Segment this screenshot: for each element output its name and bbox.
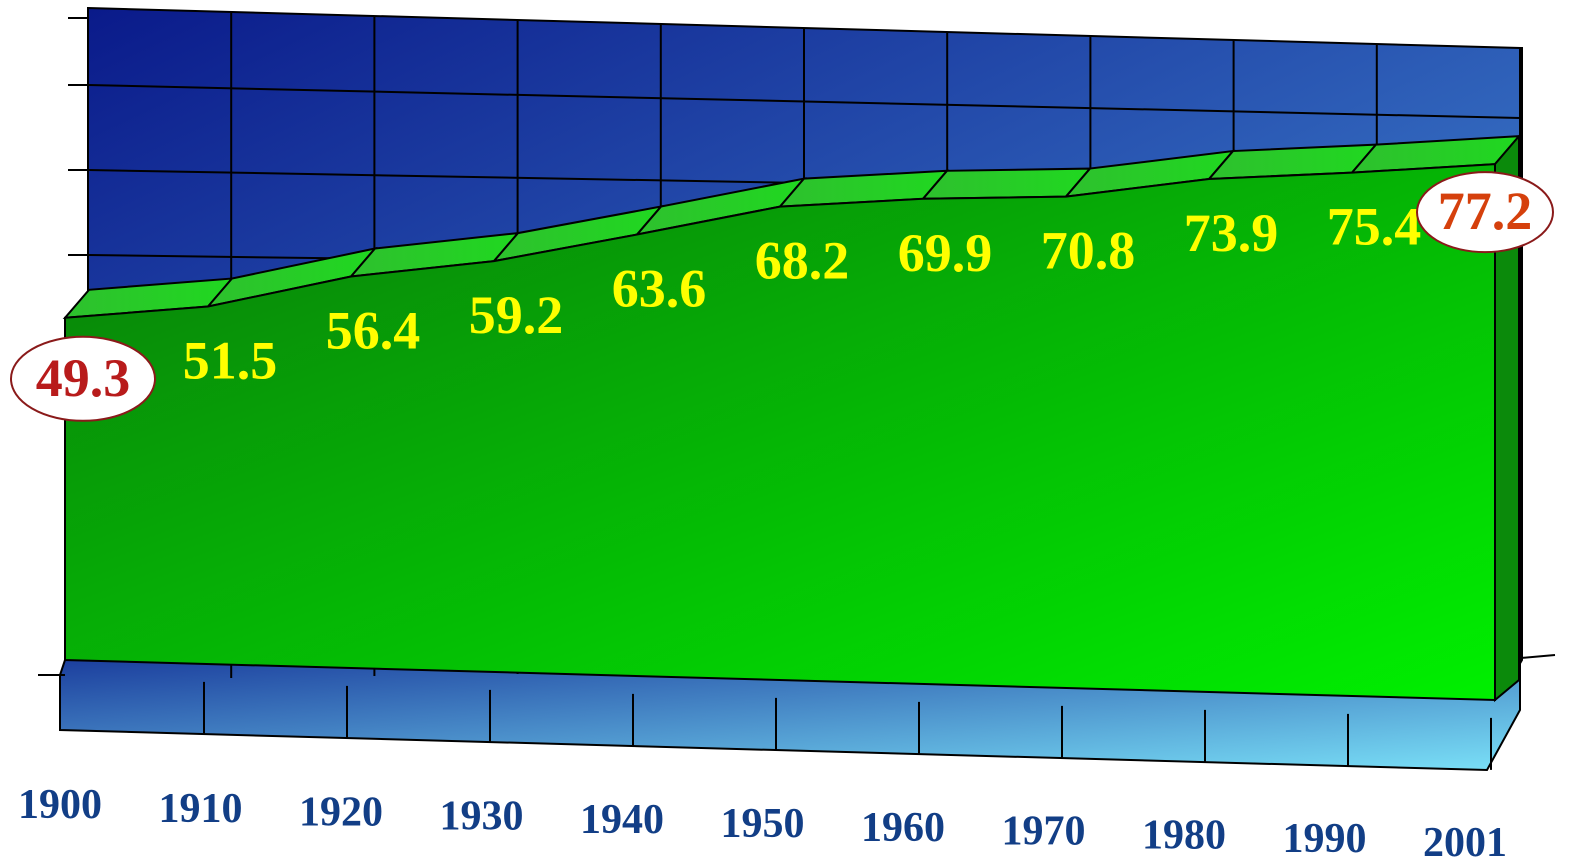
x-tick-label: 1970 [1002, 809, 1086, 855]
x-tick-label: 1910 [159, 786, 243, 832]
x-tick-label: 1980 [1142, 812, 1226, 858]
x-tick-label: 1960 [861, 805, 945, 851]
data-label-highlight: 49.3 [36, 348, 131, 408]
x-tick-label: 1990 [1283, 816, 1367, 860]
x-tick-label: 1930 [440, 793, 524, 839]
chart-area-layer [62, 133, 1522, 703]
data-label-callout [10, 335, 156, 422]
x-tick-label: 1950 [721, 801, 805, 847]
area-top-segment [920, 167, 1093, 200]
data-label: 68.2 [755, 231, 850, 291]
data-label: 70.8 [1041, 221, 1136, 281]
chart-data-labels: 49.3 51.5 56.4 59.2 63.6 68.2 69.9 70.8 73.9 75.4… [10, 171, 1554, 422]
data-label: 63.6 [612, 259, 707, 319]
chart-x-axis: 1900 1910 1920 1930 1940 1950 1960 1970 1980 1990… [18, 782, 1507, 860]
data-label: 69.9 [898, 223, 993, 283]
data-label-highlight: 77.2 [1438, 181, 1533, 241]
data-label: 51.5 [183, 331, 278, 391]
area-series [64, 163, 1496, 702]
x-tick-label: 1940 [580, 797, 664, 843]
data-label: 56.4 [326, 301, 421, 361]
x-tick-label: 2001 [1423, 820, 1507, 860]
x-tick-label: 1920 [299, 790, 383, 836]
data-label: 75.4 [1327, 197, 1422, 257]
x-tick-label: 1900 [18, 782, 102, 828]
data-label-callout [1416, 171, 1554, 254]
data-label: 59.2 [469, 285, 564, 345]
data-label: 73.9 [1184, 203, 1279, 263]
